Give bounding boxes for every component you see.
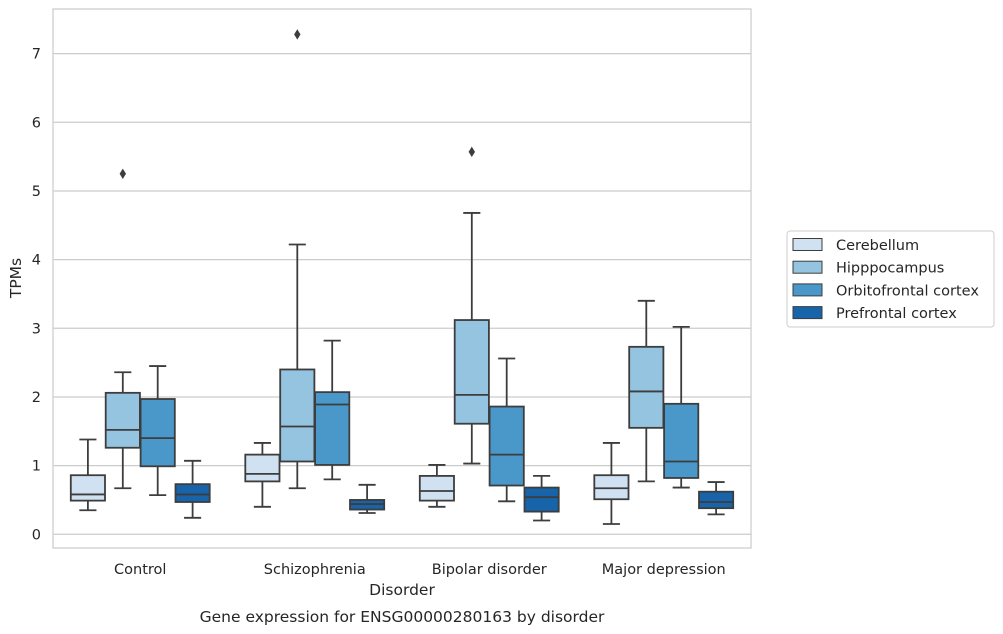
box <box>628 345 665 429</box>
y-tick-label: 6 <box>32 115 41 131</box>
box-group <box>453 146 490 465</box>
y-tick-label: 5 <box>32 184 41 200</box>
box <box>698 490 735 510</box>
y-axis-label: TPMs <box>7 258 25 299</box>
x-tick-label: Schizophrenia <box>264 562 366 578</box>
box <box>174 483 211 503</box>
legend-swatch <box>792 306 823 320</box>
box <box>593 474 630 501</box>
outlier-marker <box>468 146 475 158</box>
box-group <box>663 326 700 489</box>
box <box>488 405 525 487</box>
y-tick-label: 1 <box>32 459 41 475</box>
box <box>69 474 106 502</box>
y-tick-label: 3 <box>32 321 41 337</box>
legend-swatch <box>792 238 823 251</box>
box-group <box>698 481 735 516</box>
box <box>453 319 490 425</box>
box-group <box>523 475 560 522</box>
y-tick-labels: 0 1 2 3 4 5 6 7 <box>32 47 41 544</box>
box <box>244 453 281 483</box>
box <box>663 402 700 479</box>
figure-caption: Gene expression for ENSG00000280163 by d… <box>200 608 605 626</box>
x-tick-label: Bipolar disorder <box>432 562 547 578</box>
plot-frame <box>52 8 752 549</box>
box <box>279 368 316 463</box>
x-tick-label: Control <box>114 562 166 578</box>
legend-swatch <box>792 260 823 274</box>
box-group <box>314 339 351 481</box>
box-group <box>593 442 630 525</box>
box <box>418 475 455 502</box>
y-tick-label: 2 <box>32 390 41 406</box>
y-tick-label: 7 <box>32 47 41 63</box>
x-tick-labels: Control Schizophrenia Bipolar disorder Majo… <box>114 562 726 578</box>
box-group <box>139 365 176 497</box>
box <box>104 391 141 449</box>
box-group <box>279 29 316 490</box>
legend-frame <box>786 230 995 328</box>
legend-label: Hipppocampus <box>836 261 944 277</box>
y-tick-label: 4 <box>32 253 41 269</box>
legend-label: Orbitofrontal cortex <box>836 283 979 299</box>
box-group <box>174 459 211 519</box>
box-series <box>69 29 735 525</box>
legend-label: Cerebellum <box>836 238 919 254</box>
legend-items: Cerebellum Hipppocampus Orbitofrontal cort… <box>792 238 979 322</box>
box <box>523 486 560 513</box>
box-group <box>244 442 281 508</box>
box <box>314 391 351 466</box>
x-tick-label: Major depression <box>602 562 726 578</box>
x-axis-label: Disorder <box>369 581 435 599</box>
legend-label: Prefrontal cortex <box>836 306 957 322</box>
outlier-marker <box>294 29 301 40</box>
outlier-marker <box>119 168 126 179</box>
box-group <box>418 464 455 508</box>
y-tick-label: 0 <box>32 527 41 543</box>
legend: Cerebellum Hipppocampus Orbitofrontal cort… <box>786 230 995 328</box>
legend-swatch <box>792 283 823 297</box>
box-group <box>488 357 525 503</box>
box-group <box>628 299 665 483</box>
box <box>139 398 176 468</box>
box-group <box>104 168 141 490</box>
box-group <box>69 438 106 512</box>
box-group <box>349 483 386 514</box>
